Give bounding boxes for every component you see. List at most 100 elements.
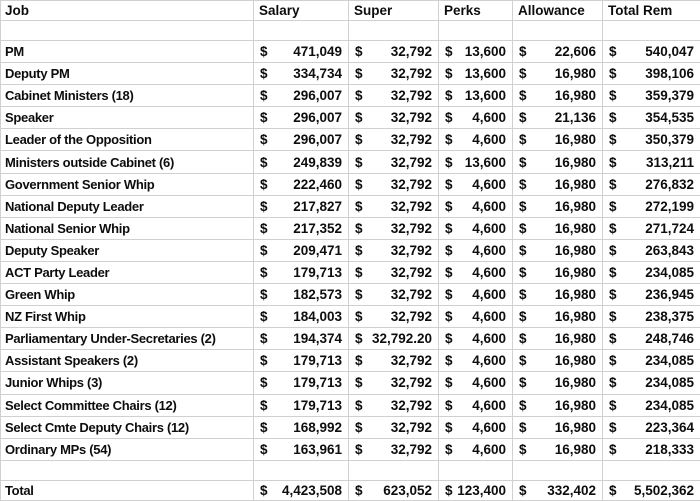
total-cell[interactable]: $272,199: [602, 194, 700, 218]
super-cell[interactable]: $32,792: [348, 393, 439, 417]
job-cell[interactable]: ACT Party Leader: [0, 260, 254, 285]
super-cell[interactable]: $32,792: [348, 349, 439, 373]
job-cell[interactable]: Speaker: [0, 106, 254, 130]
col-header-salary[interactable]: Salary: [253, 0, 349, 21]
job-cell[interactable]: NZ First Whip: [0, 305, 254, 329]
super-cell[interactable]: $32,792: [348, 172, 439, 196]
salary-cell[interactable]: $194,374: [253, 327, 349, 351]
total-cell[interactable]: $238,375: [602, 305, 700, 329]
total-cell[interactable]: $350,379: [602, 128, 700, 152]
empty-cell[interactable]: [512, 20, 603, 41]
super-cell[interactable]: $32,792: [348, 62, 439, 86]
allowance-cell[interactable]: $16,980: [512, 260, 603, 285]
super-cell[interactable]: $32,792.20: [348, 327, 439, 351]
perks-cell[interactable]: $4,600: [438, 415, 513, 439]
super-cell[interactable]: $32,792: [348, 194, 439, 218]
super-cell[interactable]: $32,792: [348, 106, 439, 130]
total-rem-cell[interactable]: $5,502,362: [602, 480, 700, 501]
allowance-cell[interactable]: $16,980: [512, 327, 603, 351]
total-super-cell[interactable]: $623,052: [348, 480, 439, 501]
perks-cell[interactable]: $4,600: [438, 349, 513, 373]
allowance-cell[interactable]: $16,980: [512, 437, 603, 462]
total-cell[interactable]: $234,085: [602, 371, 700, 395]
salary-cell[interactable]: $296,007: [253, 84, 349, 108]
job-cell[interactable]: Leader of the Opposition: [0, 128, 254, 152]
allowance-cell[interactable]: $16,980: [512, 150, 603, 174]
allowance-cell[interactable]: $16,980: [512, 349, 603, 373]
super-cell[interactable]: $32,792: [348, 283, 439, 307]
total-salary-cell[interactable]: $4,423,508: [253, 480, 349, 501]
total-cell[interactable]: $276,832: [602, 172, 700, 196]
job-cell[interactable]: PM: [0, 39, 254, 64]
col-header-allowance[interactable]: Allowance: [512, 0, 603, 21]
allowance-cell[interactable]: $16,980: [512, 393, 603, 417]
super-cell[interactable]: $32,792: [348, 128, 439, 152]
salary-cell[interactable]: $168,992: [253, 415, 349, 439]
perks-cell[interactable]: $4,600: [438, 128, 513, 152]
total-cell[interactable]: $271,724: [602, 216, 700, 240]
job-cell[interactable]: Select Committee Chairs (12): [0, 393, 254, 417]
total-cell[interactable]: $234,085: [602, 260, 700, 285]
allowance-cell[interactable]: $16,980: [512, 194, 603, 218]
empty-cell[interactable]: [253, 460, 349, 481]
empty-cell[interactable]: [602, 460, 700, 481]
job-cell[interactable]: Ordinary MPs (54): [0, 437, 254, 462]
allowance-cell[interactable]: $22,606: [512, 39, 603, 64]
allowance-cell[interactable]: $16,980: [512, 62, 603, 86]
perks-cell[interactable]: $4,600: [438, 371, 513, 395]
job-cell[interactable]: Government Senior Whip: [0, 172, 254, 196]
salary-cell[interactable]: $184,003: [253, 305, 349, 329]
super-cell[interactable]: $32,792: [348, 305, 439, 329]
perks-cell[interactable]: $4,600: [438, 216, 513, 240]
perks-cell[interactable]: $13,600: [438, 62, 513, 86]
job-cell[interactable]: Assistant Speakers (2): [0, 349, 254, 373]
allowance-cell[interactable]: $16,980: [512, 238, 603, 262]
salary-cell[interactable]: $179,713: [253, 393, 349, 417]
job-cell[interactable]: Ministers outside Cabinet (6): [0, 150, 254, 174]
allowance-cell[interactable]: $16,980: [512, 283, 603, 307]
super-cell[interactable]: $32,792: [348, 150, 439, 174]
allowance-cell[interactable]: $16,980: [512, 415, 603, 439]
salary-cell[interactable]: $217,352: [253, 216, 349, 240]
total-cell[interactable]: $248,746: [602, 327, 700, 351]
col-header-perks[interactable]: Perks: [438, 0, 513, 21]
job-cell[interactable]: Parliamentary Under-Secretaries (2): [0, 327, 254, 351]
perks-cell[interactable]: $4,600: [438, 393, 513, 417]
salary-cell[interactable]: $163,961: [253, 437, 349, 462]
job-cell[interactable]: National Deputy Leader: [0, 194, 254, 218]
super-cell[interactable]: $32,792: [348, 371, 439, 395]
perks-cell[interactable]: $4,600: [438, 260, 513, 285]
perks-cell[interactable]: $13,600: [438, 39, 513, 64]
perks-cell[interactable]: $4,600: [438, 283, 513, 307]
job-cell[interactable]: Deputy PM: [0, 62, 254, 86]
empty-cell[interactable]: [438, 20, 513, 41]
super-cell[interactable]: $32,792: [348, 260, 439, 285]
empty-cell[interactable]: [348, 460, 439, 481]
total-cell[interactable]: $540,047: [602, 39, 700, 64]
total-cell[interactable]: $236,945: [602, 283, 700, 307]
allowance-cell[interactable]: $21,136: [512, 106, 603, 130]
total-cell[interactable]: $218,333: [602, 437, 700, 462]
col-header-total-rem[interactable]: Total Rem: [602, 0, 700, 21]
salary-cell[interactable]: $179,713: [253, 260, 349, 285]
salary-cell[interactable]: $222,460: [253, 172, 349, 196]
perks-cell[interactable]: $13,600: [438, 84, 513, 108]
allowance-cell[interactable]: $16,980: [512, 84, 603, 108]
empty-cell[interactable]: [602, 20, 700, 41]
perks-cell[interactable]: $4,600: [438, 194, 513, 218]
super-cell[interactable]: $32,792: [348, 216, 439, 240]
super-cell[interactable]: $32,792: [348, 437, 439, 462]
empty-cell[interactable]: [438, 460, 513, 481]
salary-cell[interactable]: $471,049: [253, 39, 349, 64]
job-cell[interactable]: National Senior Whip: [0, 216, 254, 240]
total-cell[interactable]: $223,364: [602, 415, 700, 439]
perks-cell[interactable]: $4,600: [438, 238, 513, 262]
super-cell[interactable]: $32,792: [348, 39, 439, 64]
job-cell[interactable]: Junior Whips (3): [0, 371, 254, 395]
perks-cell[interactable]: $4,600: [438, 327, 513, 351]
total-cell[interactable]: $359,379: [602, 84, 700, 108]
job-cell[interactable]: Deputy Speaker: [0, 238, 254, 262]
total-allowance-cell[interactable]: $332,402: [512, 480, 603, 501]
perks-cell[interactable]: $4,600: [438, 305, 513, 329]
allowance-cell[interactable]: $16,980: [512, 172, 603, 196]
